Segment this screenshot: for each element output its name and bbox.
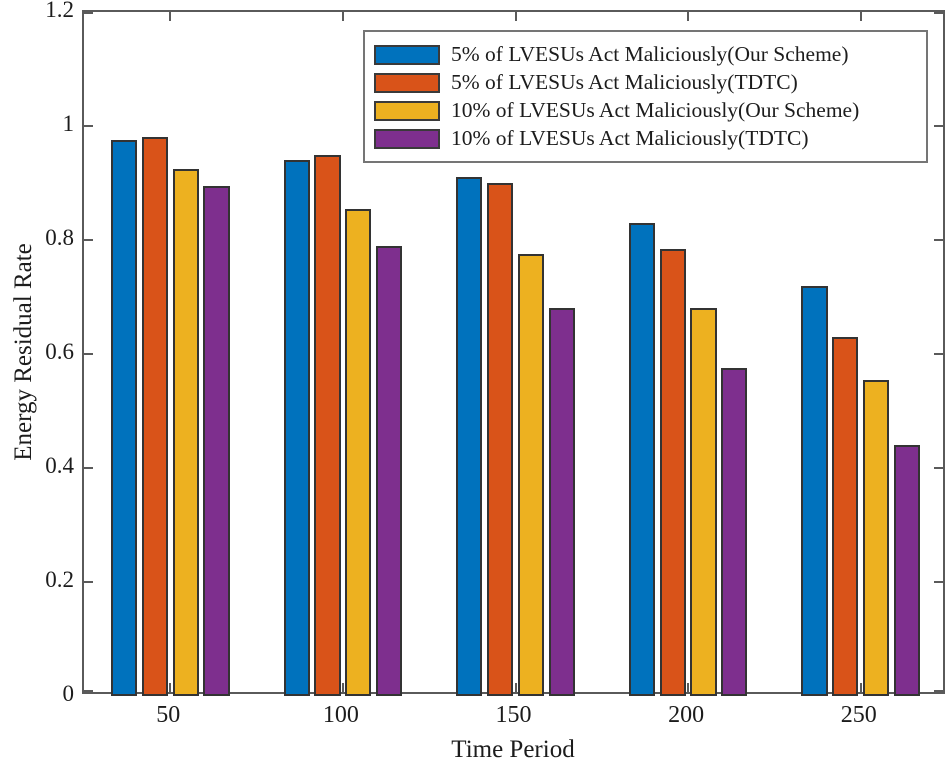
- x-tick-mark: [859, 683, 862, 692]
- y-tick-label: 0.2: [45, 567, 74, 592]
- bar-150-series-2: [517, 254, 545, 696]
- x-tick-label: 50: [156, 702, 181, 728]
- y-tick-mark: [934, 125, 943, 127]
- x-tick-label: 250: [840, 702, 877, 728]
- bar-100-series-3: [375, 245, 403, 696]
- y-tick-label: 0: [62, 681, 75, 706]
- y-tick-mark: [934, 239, 943, 241]
- legend-color-swatch: [374, 100, 440, 121]
- legend-label: 5% of LVESUs Act Maliciously(TDTC): [451, 70, 798, 94]
- legend-item: 5% of LVESUs Act Maliciously(TDTC): [374, 70, 916, 95]
- bar-250-series-3: [893, 445, 921, 696]
- x-tick-mark: [169, 683, 172, 692]
- bar-250-series-2: [862, 379, 890, 696]
- x-tick-label: 100: [322, 702, 359, 728]
- x-tick-mark: [687, 683, 690, 692]
- legend-color-swatch: [374, 128, 440, 149]
- x-tick-label: 200: [668, 702, 705, 728]
- x-tick-mark: [341, 12, 344, 21]
- y-tick-mark: [934, 12, 943, 14]
- bar-100-series-2: [345, 208, 372, 696]
- legend-item: 5% of LVESUs Act Maliciously(Our Scheme): [374, 42, 916, 67]
- legend-label: 10% of LVESUs Act Maliciously(Our Scheme…: [451, 98, 860, 122]
- y-tick-label: 0.8: [45, 225, 74, 250]
- bar-200-series-0: [628, 222, 656, 696]
- y-tick-mark: [84, 353, 93, 355]
- y-tick-mark: [84, 239, 93, 241]
- legend-color-swatch: [374, 72, 440, 93]
- bar-200-series-3: [721, 368, 748, 696]
- y-tick-mark: [84, 690, 93, 692]
- legend-label: 5% of LVESUs Act Maliciously(Our Scheme): [451, 42, 849, 66]
- plot-area: 5% of LVESUs Act Maliciously(Our Scheme)…: [82, 10, 945, 696]
- bar-150-series-0: [456, 177, 483, 696]
- y-tick-label: 0.6: [45, 339, 74, 364]
- bar-150-series-1: [486, 183, 514, 696]
- x-tick-mark: [341, 683, 344, 692]
- bar-50-series-1: [141, 137, 169, 696]
- x-tick-mark: [169, 12, 172, 21]
- x-tick-mark: [687, 12, 690, 21]
- y-tick-mark: [84, 12, 93, 14]
- bar-100-series-0: [283, 160, 310, 696]
- legend-color-swatch: [374, 44, 440, 65]
- y-tick-mark: [934, 467, 943, 469]
- bar-50-series-3: [203, 185, 230, 696]
- x-tick-mark: [514, 683, 517, 692]
- legend-item: 10% of LVESUs Act Maliciously(TDTC): [374, 126, 916, 151]
- y-tick-mark: [84, 125, 93, 127]
- x-tick-mark: [859, 12, 862, 21]
- bar-50-series-2: [172, 168, 199, 696]
- legend-item: 10% of LVESUs Act Maliciously(Our Scheme…: [374, 98, 916, 123]
- bar-200-series-1: [659, 248, 686, 696]
- bar-200-series-2: [690, 308, 717, 696]
- bar-100-series-1: [314, 154, 341, 696]
- bar-250-series-0: [801, 285, 828, 696]
- y-tick-mark: [84, 467, 93, 469]
- x-axis-title: Time Period: [451, 736, 575, 763]
- y-tick-mark: [934, 353, 943, 355]
- y-tick-mark: [934, 690, 943, 692]
- legend-label: 10% of LVESUs Act Maliciously(TDTC): [451, 126, 809, 150]
- y-tick-label: 1: [62, 111, 75, 136]
- x-tick-label: 150: [495, 702, 532, 728]
- y-tick-mark: [934, 581, 943, 583]
- bar-50-series-0: [110, 140, 138, 696]
- legend: 5% of LVESUs Act Maliciously(Our Scheme)…: [363, 30, 928, 163]
- y-tick-label: 1.2: [45, 0, 74, 22]
- y-tick-label: 0.4: [45, 453, 74, 478]
- x-tick-mark: [514, 12, 517, 21]
- y-tick-mark: [84, 581, 93, 583]
- bar-150-series-3: [548, 308, 575, 696]
- bar-250-series-1: [832, 336, 859, 696]
